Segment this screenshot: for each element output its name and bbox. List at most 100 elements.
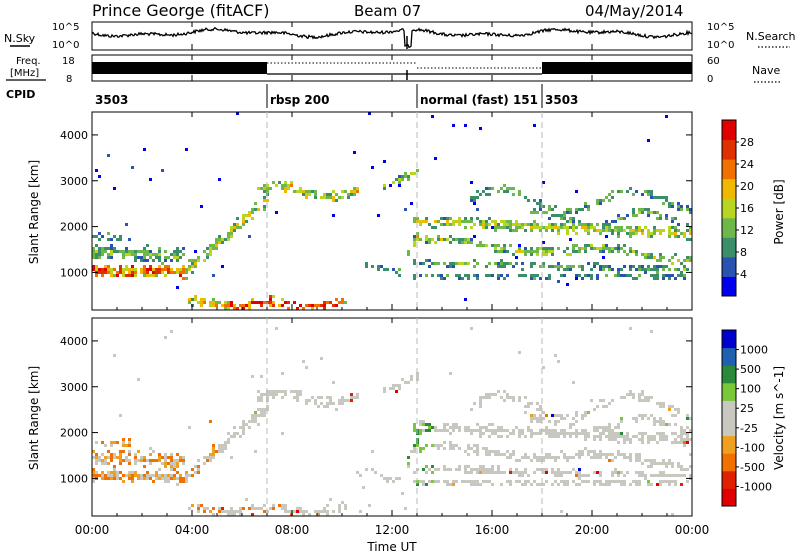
velocity-cell (602, 429, 605, 432)
velocity-cell (482, 468, 485, 471)
power-cell (623, 274, 626, 277)
velocity-cell (659, 483, 662, 486)
velocity-cell (578, 456, 581, 459)
power-cell (620, 217, 623, 220)
velocity-cell (677, 435, 680, 438)
freq-block-2 (542, 62, 692, 74)
velocity-cell (554, 429, 557, 432)
velocity-cell (233, 435, 236, 438)
velocity-cell (596, 435, 599, 438)
velocity-cell (503, 453, 506, 456)
power-cell (680, 208, 683, 211)
power-cell (176, 256, 179, 259)
power-cell (662, 265, 665, 268)
velocity-cell (218, 510, 221, 513)
velocity-cell (593, 456, 596, 459)
velocity-cell (527, 474, 530, 477)
velocity-cell (491, 471, 494, 474)
velocity-cell (689, 417, 692, 420)
power-cell (629, 274, 632, 277)
velocity-cell (572, 381, 575, 384)
power-cell (278, 304, 281, 307)
velocity-cell (599, 438, 602, 441)
power-cell (605, 229, 608, 232)
power-cell (464, 226, 467, 229)
velocity-cell (428, 426, 431, 429)
power-cell (503, 247, 506, 250)
power-cell (104, 250, 107, 253)
mode-change-lines (266, 112, 543, 516)
power-cell (539, 205, 542, 208)
power-cell (617, 214, 620, 217)
velocity-cell (128, 453, 131, 456)
power-cell (395, 178, 398, 181)
power-cell (539, 199, 542, 202)
velocity-cell (395, 390, 398, 393)
velocity-cell (329, 399, 332, 402)
colorbar-tick-label: 16 (740, 202, 754, 215)
power-cell (518, 247, 521, 250)
velocity-cell (359, 474, 362, 477)
velocity-cell (476, 453, 479, 456)
velocity-cell (419, 447, 422, 450)
velocity-cell (434, 468, 437, 471)
velocity-cell (137, 474, 140, 477)
velocity-cell (539, 456, 542, 459)
velocity-cell (479, 405, 482, 408)
power-cell (98, 232, 101, 235)
velocity-cell (689, 474, 692, 477)
colorbar-swatch (722, 453, 736, 472)
power-cell (416, 220, 419, 223)
velocity-cell (500, 429, 503, 432)
power-cell (518, 190, 521, 193)
power-cell (467, 277, 470, 280)
power-cell (320, 304, 323, 307)
velocity-cell (227, 513, 230, 516)
power-cell (167, 265, 170, 268)
power-cell (620, 268, 623, 271)
velocity-cell (653, 417, 656, 420)
power-cell (650, 190, 653, 193)
velocity-cell (524, 468, 527, 471)
velocity-cell (599, 432, 602, 435)
velocity-cell (128, 477, 131, 480)
velocity-cell (470, 429, 473, 432)
power-cell (437, 220, 440, 223)
power-cell (182, 265, 185, 268)
velocity-cell (608, 435, 611, 438)
power-cell (482, 190, 485, 193)
power-cell (407, 178, 410, 181)
power-cell (686, 259, 689, 262)
power-cell (587, 208, 590, 211)
velocity-cell (416, 483, 419, 486)
power-cell (224, 301, 227, 304)
power-cell (659, 253, 662, 256)
velocity-cell (602, 399, 605, 402)
velocity-cell (608, 459, 611, 462)
power-cell (443, 223, 446, 226)
velocity-cell (563, 480, 566, 483)
power-cell (590, 268, 593, 271)
velocity-cell (257, 390, 260, 393)
velocity-cell (662, 402, 665, 405)
velocity-cell (539, 408, 542, 411)
colorbar-tick-label: 4 (740, 268, 747, 281)
velocity-cell (422, 423, 425, 426)
velocity-cell (443, 447, 446, 450)
velocity-cell (227, 441, 230, 444)
velocity-cell (233, 426, 236, 429)
power-cell (110, 250, 113, 253)
velocity-cell (410, 378, 413, 381)
velocity-cell (560, 432, 563, 435)
power-cell (413, 259, 416, 262)
velocity-cell (629, 390, 632, 393)
velocity-cell (194, 465, 197, 468)
velocity-cell (593, 471, 596, 474)
power-cell (554, 205, 557, 208)
power-cell (587, 274, 590, 277)
power-cell (548, 250, 551, 253)
power-cell (197, 256, 200, 259)
power-cell (560, 226, 563, 229)
velocity-cell (125, 459, 128, 462)
power-cell (560, 274, 563, 277)
